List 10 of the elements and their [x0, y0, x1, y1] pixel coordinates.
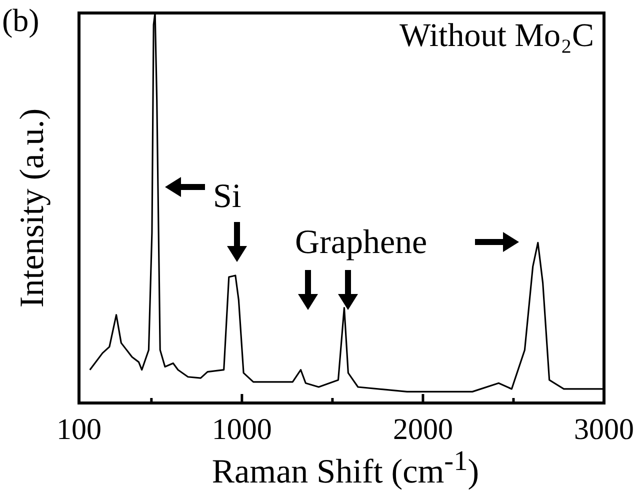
annotation: Graphene — [295, 224, 428, 261]
chart-title: Without Mo₂C — [400, 18, 594, 54]
y-axis-title: Intensity (a.u.) — [14, 108, 51, 308]
x-tick-label: 100 — [56, 412, 102, 446]
x-tick-label: 2000 — [392, 412, 453, 446]
x-tick-label: 3000 — [574, 412, 634, 446]
x-tick-label: 1000 — [212, 412, 272, 446]
annotation: Si — [213, 178, 242, 215]
x-axis-title: Raman Shift (cm$^{-1}$) — [210, 446, 480, 490]
text: (b) — [2, 2, 40, 38]
